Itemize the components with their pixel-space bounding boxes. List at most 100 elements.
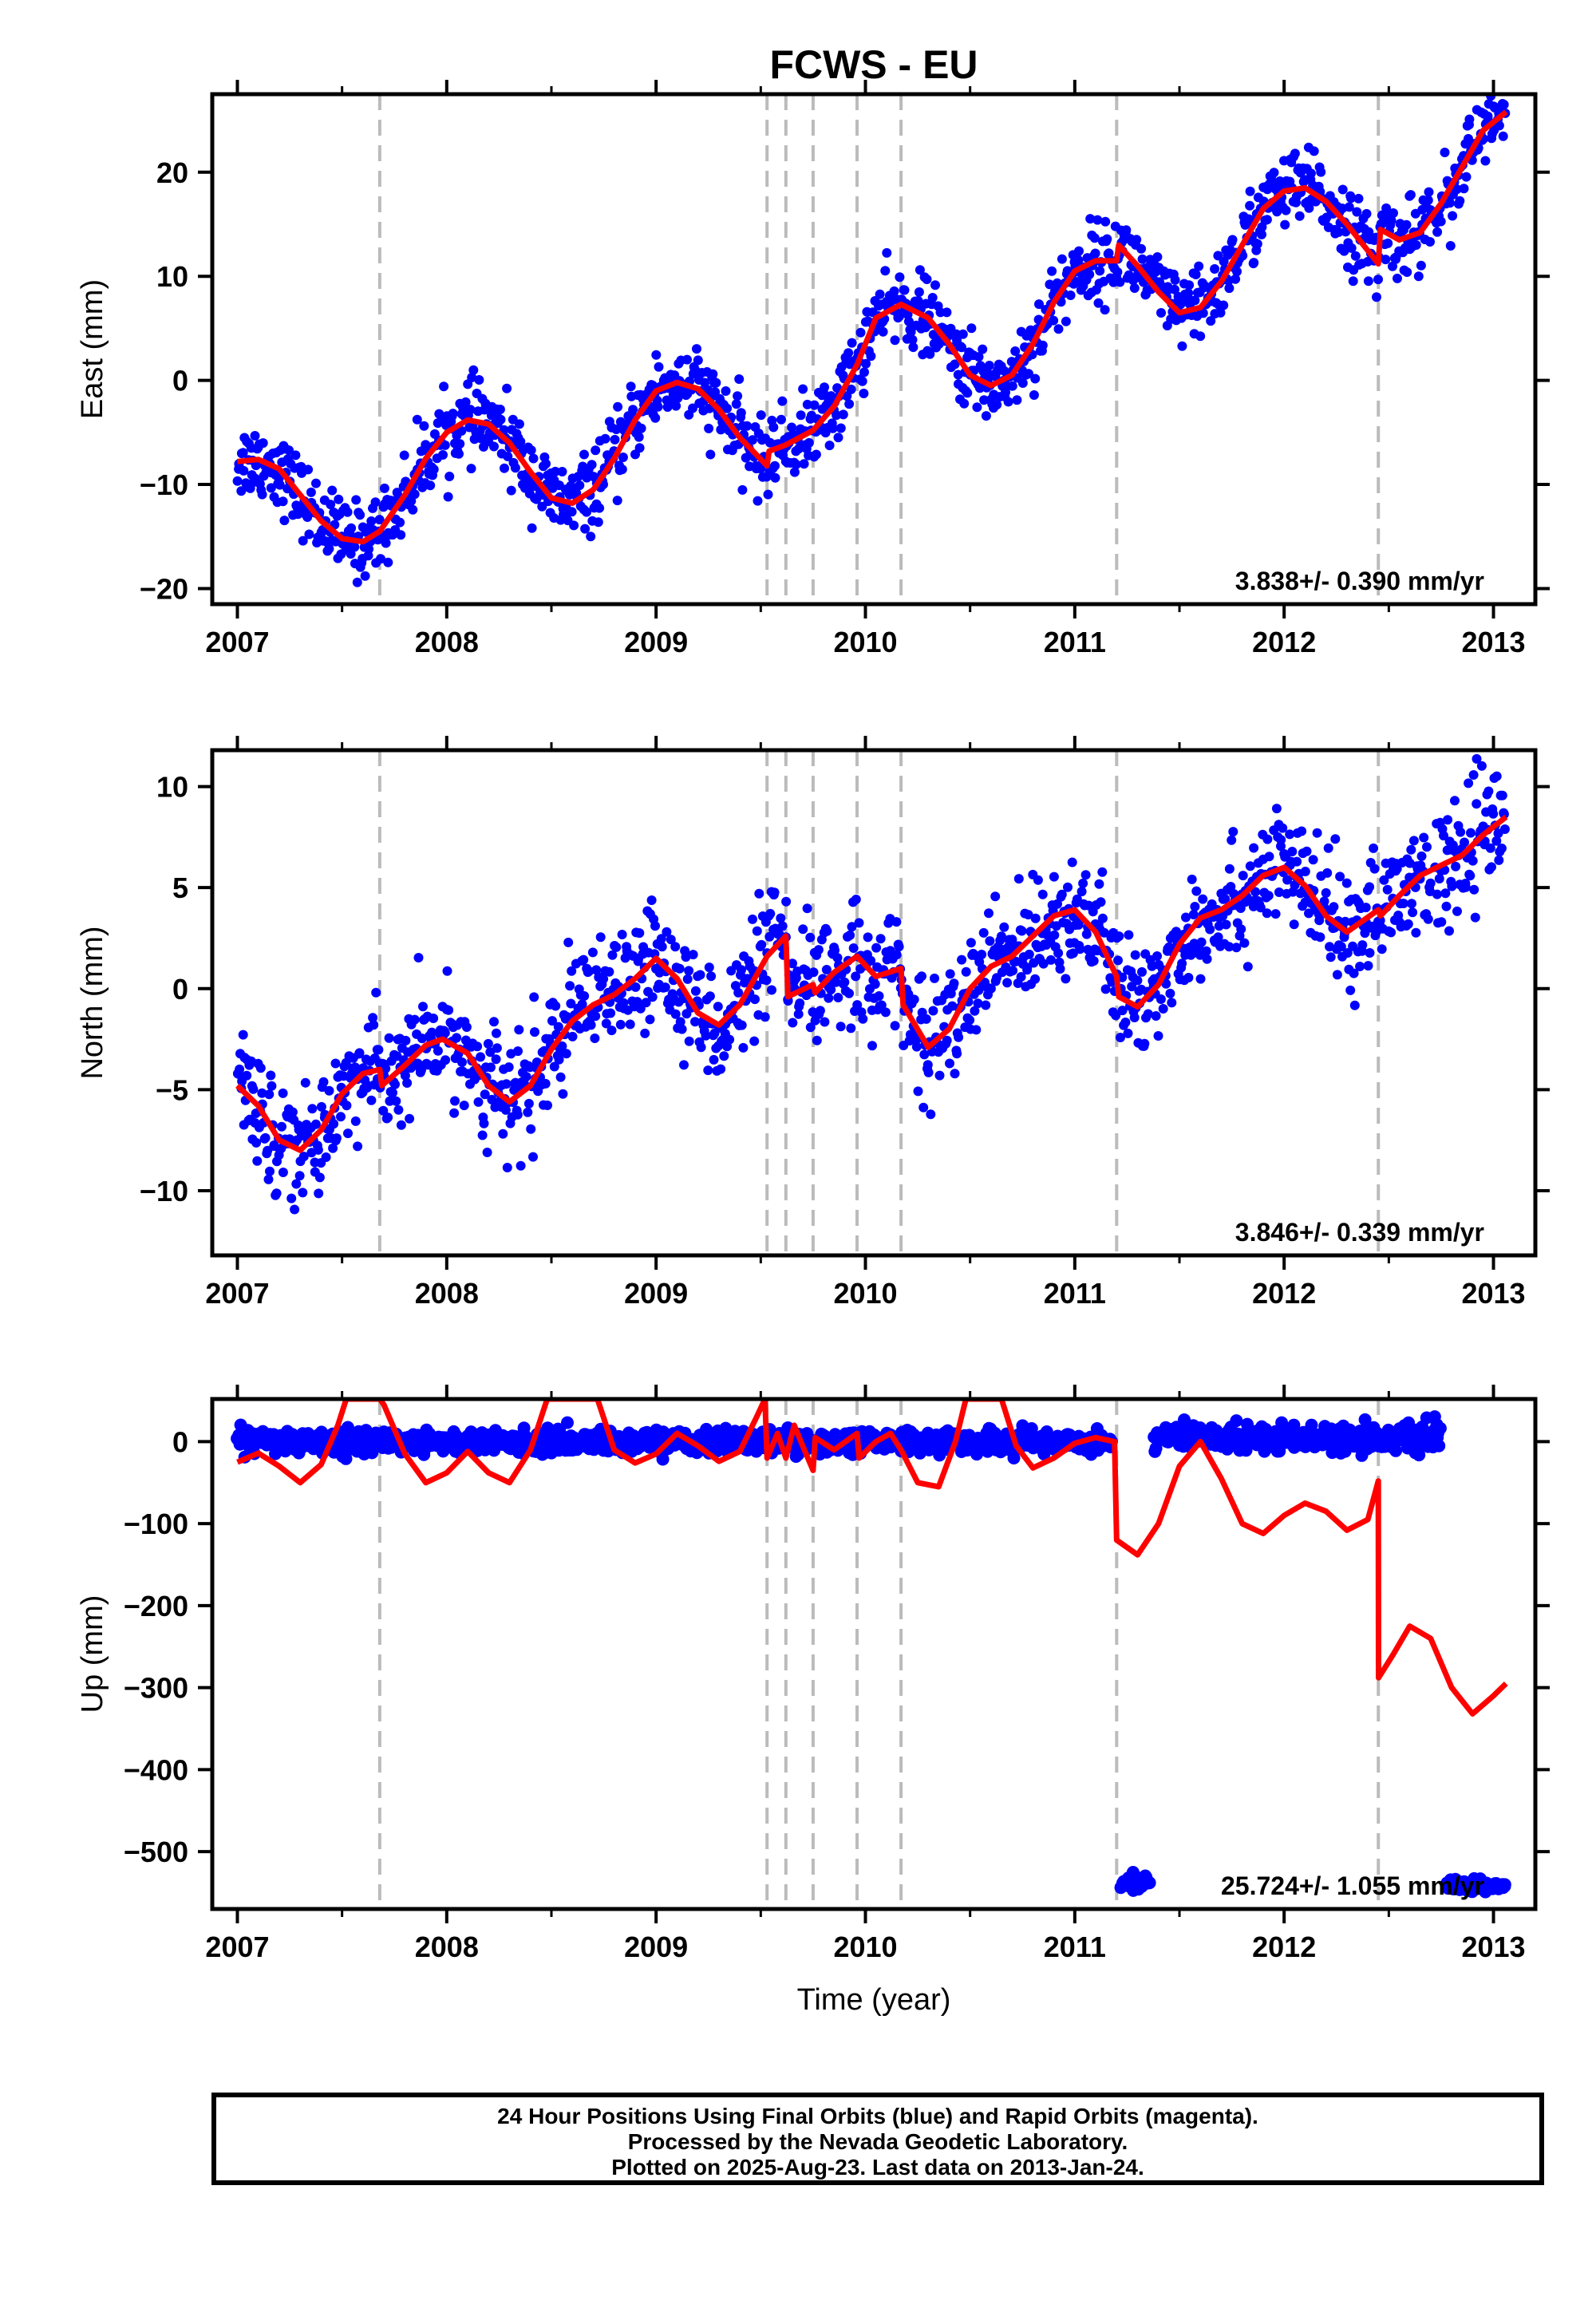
data-point — [1451, 861, 1461, 871]
data-point — [1419, 832, 1429, 843]
data-point — [1346, 193, 1356, 204]
data-point — [604, 966, 614, 977]
data-point — [252, 1156, 263, 1166]
data-point — [498, 1128, 508, 1139]
data-point — [742, 421, 753, 431]
y-tick-label: −20 — [140, 572, 188, 605]
data-point — [591, 1011, 601, 1022]
data-point — [1191, 270, 1201, 279]
data-point — [1195, 974, 1206, 984]
data-point — [1089, 233, 1100, 243]
data-point — [336, 1112, 346, 1122]
data-point — [1333, 227, 1344, 237]
x-tick-label: 2007 — [205, 1931, 269, 1963]
data-point — [626, 381, 636, 392]
data-point — [306, 487, 316, 497]
data-point — [1439, 831, 1448, 841]
data-point — [1231, 943, 1242, 953]
data-point — [396, 1120, 406, 1130]
data-point — [832, 383, 843, 393]
data-point — [1263, 891, 1274, 901]
data-point — [1452, 906, 1462, 916]
data-point — [310, 1119, 321, 1129]
y-axis-label: East (mm) — [76, 279, 109, 419]
data-point — [662, 927, 672, 937]
data-point — [1184, 280, 1195, 290]
data-point — [263, 1174, 274, 1184]
data-point — [1097, 913, 1108, 923]
data-point — [769, 887, 780, 898]
data-point — [591, 965, 602, 975]
data-point — [264, 1089, 275, 1100]
data-point — [640, 1028, 650, 1038]
data-point — [1316, 167, 1326, 177]
data-point — [679, 1060, 689, 1070]
data-point — [1344, 202, 1354, 212]
data-point — [601, 1018, 611, 1029]
data-point — [257, 489, 267, 500]
data-point — [765, 908, 776, 919]
data-point — [618, 453, 628, 462]
data-point — [1485, 843, 1495, 853]
data-point — [682, 974, 693, 984]
data-point — [690, 986, 701, 996]
data-point — [1498, 131, 1508, 141]
data-point — [551, 1001, 561, 1011]
data-point — [1181, 912, 1191, 923]
data-point — [579, 954, 589, 965]
data-point — [1440, 888, 1451, 899]
data-point — [1249, 258, 1259, 268]
data-point — [890, 1021, 900, 1031]
data-point — [921, 1014, 931, 1024]
data-point — [1085, 214, 1096, 224]
data-point — [625, 1019, 635, 1030]
data-point — [713, 1002, 723, 1012]
data-point — [880, 1007, 891, 1018]
data-point — [1153, 1031, 1163, 1041]
data-point — [1373, 275, 1383, 285]
data-point — [610, 434, 620, 445]
data-point — [417, 1034, 427, 1044]
data-point — [617, 930, 627, 939]
data-point — [558, 1089, 568, 1099]
data-point — [670, 1009, 681, 1019]
data-point — [353, 1141, 363, 1152]
data-point — [1416, 851, 1427, 861]
plot-frame-1 — [210, 92, 1538, 607]
data-point — [1408, 836, 1419, 846]
data-point — [1348, 276, 1358, 287]
data-point — [1158, 1004, 1168, 1014]
data-point — [492, 1043, 502, 1053]
data-point — [402, 1078, 413, 1088]
data-point — [979, 395, 990, 405]
data-point — [1434, 874, 1444, 883]
data-point — [899, 285, 910, 295]
data-point — [1365, 948, 1375, 958]
data-point — [736, 408, 746, 418]
data-point — [1092, 215, 1103, 225]
data-point — [350, 1116, 361, 1126]
data-point — [777, 921, 788, 931]
data-point — [1245, 186, 1255, 196]
data-point — [725, 1034, 735, 1045]
data-point — [737, 965, 746, 975]
data-point — [1264, 852, 1274, 862]
data-point — [1165, 988, 1175, 998]
data-point — [874, 991, 884, 1001]
data-point — [798, 384, 808, 394]
data-point — [704, 423, 714, 433]
data-point — [828, 423, 838, 433]
model-line — [236, 1399, 1508, 1717]
data-point — [966, 323, 977, 334]
data-point — [1262, 908, 1272, 919]
data-point — [502, 1163, 512, 1172]
data-point — [561, 1049, 571, 1059]
data-point — [942, 307, 952, 318]
data-point — [776, 913, 786, 923]
data-point — [930, 280, 940, 290]
data-point — [1129, 1013, 1140, 1022]
data-point — [1498, 1878, 1511, 1891]
x-tick-label: 2012 — [1252, 626, 1316, 658]
data-point — [922, 1060, 933, 1070]
data-point — [330, 1058, 341, 1069]
